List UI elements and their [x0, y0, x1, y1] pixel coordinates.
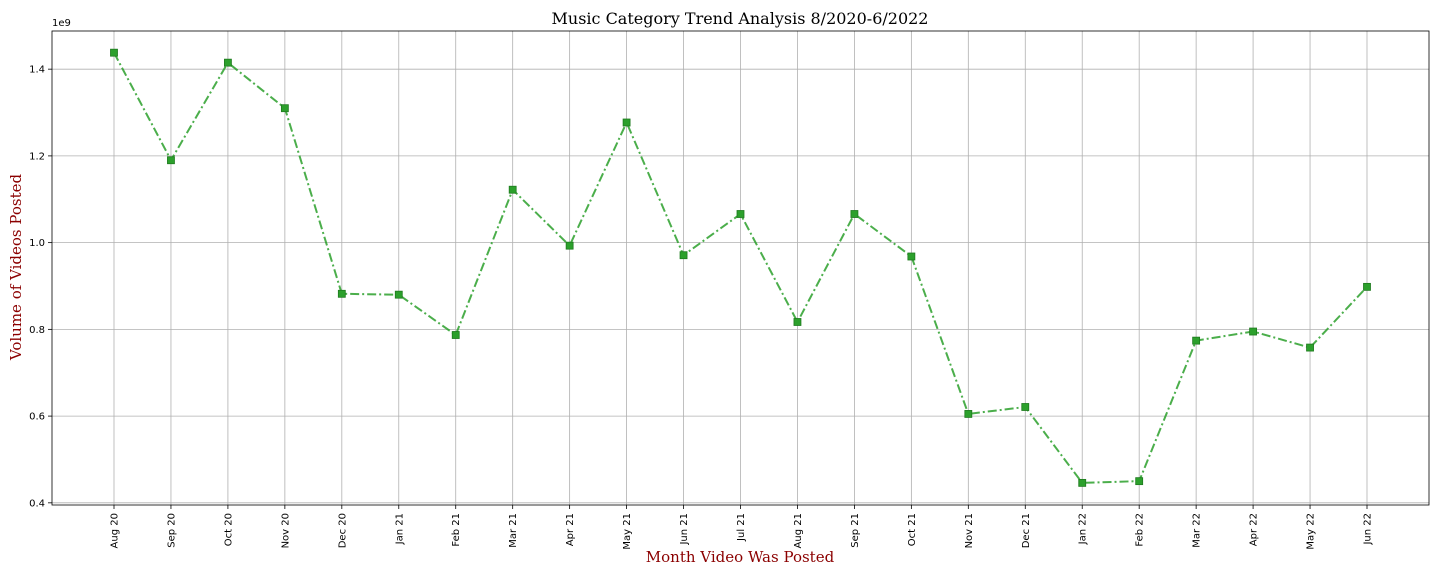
x-tick-label: Jan 22 — [1078, 513, 1089, 545]
y-tick-label: 0.4 — [29, 498, 45, 509]
x-tick-label: Aug 20 — [110, 513, 121, 548]
y-tick-label: 0.6 — [29, 412, 45, 423]
x-tick-label: Jun 21 — [679, 513, 690, 546]
x-tick-label: Mar 22 — [1192, 513, 1203, 548]
data-point — [964, 410, 973, 418]
y-tick-label: 0.8 — [29, 325, 45, 336]
data-point — [565, 241, 574, 250]
data-point — [110, 48, 118, 57]
x-tick-label: Sep 20 — [166, 513, 177, 548]
x-tick-label: Feb 21 — [451, 513, 462, 547]
data-point — [224, 58, 232, 67]
data-point — [622, 118, 631, 127]
data-point — [1135, 477, 1144, 486]
x-tick-label: Nov 20 — [280, 513, 291, 548]
x-tick-label: Dec 20 — [337, 513, 348, 548]
x-tick-label: Feb 22 — [1135, 513, 1146, 547]
y-tick-label: 1.2 — [29, 151, 45, 162]
x-tick-label: Nov 21 — [964, 513, 975, 548]
data-point — [1306, 343, 1314, 352]
x-tick-label: Dec 21 — [1021, 513, 1032, 548]
x-tick-label: Jul 21 — [736, 513, 747, 542]
data-point — [1021, 403, 1030, 411]
x-tick-label: Sep 21 — [850, 513, 861, 548]
data-point — [679, 251, 688, 260]
y-tick-label: 1.4 — [29, 65, 45, 76]
series-line — [110, 48, 1371, 487]
x-tick-label: Apr 22 — [1249, 513, 1260, 546]
x-tick-label: Jun 22 — [1363, 513, 1374, 546]
data-point — [394, 290, 403, 299]
y-tick-label: 1.0 — [29, 238, 45, 249]
axis-ticks: Aug 20 Sep 20 Oct 20 Nov 20 Dec 20 Jan 21 Feb … — [29, 65, 1373, 550]
data-point — [508, 185, 517, 194]
data-point — [451, 331, 460, 339]
x-tick-label: May 21 — [622, 513, 633, 550]
x-tick-label: Jan 21 — [394, 513, 405, 545]
data-point — [1249, 327, 1257, 336]
x-tick-label: Apr 21 — [565, 513, 576, 546]
grid — [52, 31, 1429, 505]
x-tick-label: Oct 21 — [907, 513, 918, 546]
data-point — [1078, 478, 1087, 487]
chart-title: Music Category Trend Analysis 8/2020-6/2… — [552, 9, 929, 28]
data-point — [167, 156, 175, 165]
data-point — [907, 252, 916, 261]
data-point — [337, 289, 346, 298]
x-axis-label: Month Video Was Posted — [646, 548, 835, 566]
data-point — [793, 318, 802, 326]
data-point — [280, 104, 289, 113]
data-point — [736, 210, 745, 218]
plot-frame — [51, 30, 1430, 506]
data-point — [850, 210, 859, 218]
data-point — [1192, 336, 1201, 345]
data-point — [1363, 282, 1371, 291]
x-tick-label: Aug 21 — [793, 513, 804, 548]
x-tick-label: Oct 20 — [223, 513, 234, 546]
x-tick-label: Mar 21 — [508, 513, 519, 548]
y-axis-label: Volume of Videos Posted — [7, 173, 25, 361]
y-axis-offset-label: 1e9 — [52, 18, 71, 29]
series-layer — [110, 48, 1371, 487]
x-tick-label: May 22 — [1306, 513, 1317, 550]
